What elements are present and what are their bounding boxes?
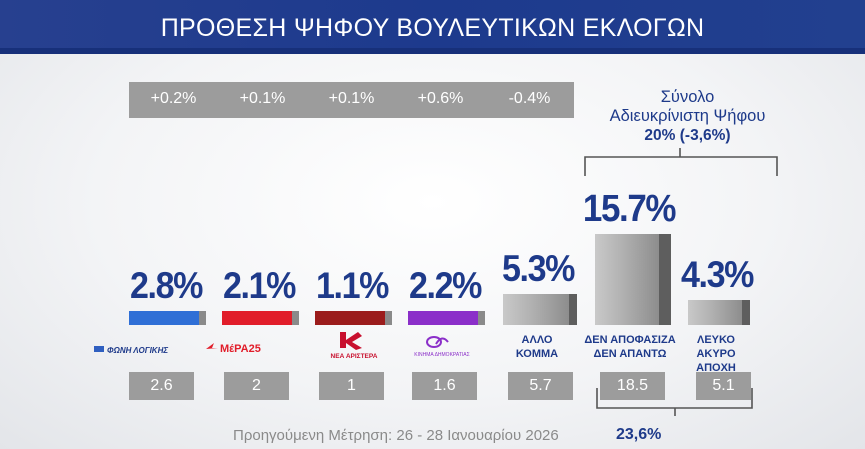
mera25-logo: ΜέΡΑ25 — [204, 339, 294, 357]
mera25-emblem: ΜέΡΑ25 — [206, 343, 261, 355]
category-label-line: ΑΠΟΧΗ — [696, 362, 736, 374]
bar-front — [688, 300, 742, 325]
category-label-line: ΑΛΛΟ — [521, 334, 553, 346]
value-label: 2.1% — [222, 265, 296, 306]
mera25-text: ΜέΡΑ25 — [220, 343, 261, 355]
bar — [688, 300, 750, 325]
bar — [222, 311, 299, 325]
previous-value: 1.6 — [412, 372, 477, 400]
bar-front — [129, 311, 199, 325]
change-value: +0.1% — [328, 90, 375, 107]
change-strip: +0.2% +0.1% +0.1% +0.6% -0.4% — [129, 82, 574, 118]
value-label: 4.3% — [680, 254, 754, 296]
kinima-dimokratias-logo: ΚΙΝΗΜΑ ΔΗΜΟΚΡΑΤΙΑΣ — [412, 332, 472, 360]
category-label-line: ΚΟΜΜΑ — [515, 348, 559, 360]
bar — [595, 233, 671, 325]
value-label: 2.2% — [408, 265, 482, 306]
bar-front — [408, 311, 478, 325]
value-label: 5.3% — [501, 248, 575, 290]
bar-side — [385, 311, 392, 325]
summary-label-line2: Αδιευκρίνιστη Ψήφου — [609, 107, 766, 125]
bar-side — [478, 311, 485, 325]
bar — [408, 311, 485, 325]
header-banner: ΠΡΟΘΕΣΗ ΨΗΦΟΥ ΒΟΥΛΕΥΤΙΚΩΝ ΕΚΛΟΓΩΝ — [0, 0, 865, 54]
kinima-dimokratias-text: ΚΙΝΗΜΑ ΔΗΜΟΚΡΑΤΙΑΣ — [414, 352, 469, 358]
bar — [503, 294, 577, 325]
summary-bracket-top — [584, 148, 778, 176]
previous-value: 2.6 — [129, 372, 194, 400]
previous-value: 1 — [319, 372, 384, 400]
previous-value: 5.7 — [508, 372, 573, 400]
previous-value: 2 — [224, 372, 289, 400]
value-label: 2.8% — [129, 265, 203, 306]
bar-side — [569, 294, 577, 325]
category-label-line: ΛΕΥΚΟ — [696, 334, 735, 346]
bar-side — [742, 300, 750, 325]
foni-logikis-logo: ΦΩΝΗ ΛΟΓΙΚΗΣ — [92, 341, 196, 357]
bar-front — [315, 311, 385, 325]
nea-aristera-emblem: ΝΕΑ ΑΡΙΣΤΕΡΑ — [331, 332, 378, 360]
previous-undecided-total: 23,6% — [616, 426, 662, 443]
bar — [129, 311, 206, 325]
bar-side — [659, 233, 671, 325]
header-underline — [0, 48, 865, 54]
summary-bracket-bottom — [596, 388, 753, 416]
category-label-line: ΔΕΝ ΑΠΑΝΤΩ — [593, 348, 667, 360]
chart-title: ΠΡΟΘΕΣΗ ΨΗΦΟΥ ΒΟΥΛΕΥΤΙΚΩΝ ΕΚΛΟΓΩΝ — [160, 14, 705, 42]
category-label-line: ΑΚΥΡΟ — [696, 348, 736, 360]
previous-measurement-label: Προηγούμενη Μέτρηση: 26 - 28 Ιανουαρίου … — [233, 427, 559, 444]
value-label: 1.1% — [315, 265, 389, 306]
nea-aristera-text: ΝΕΑ ΑΡΙΣΤΕΡΑ — [331, 353, 378, 360]
change-value: -0.4% — [508, 90, 551, 107]
category-label: ΔΕΝ ΑΠΟΦΑΣΙΖΑ ΔΕΝ ΑΠΑΝΤΩ — [577, 333, 683, 361]
category-label: ΛΕΥΚΟ ΑΚΥΡΟ ΑΠΟΧΗ — [670, 333, 762, 375]
previous-value: 5.1 — [696, 372, 751, 400]
change-value: +0.1% — [239, 90, 286, 107]
bar — [315, 311, 392, 325]
category-label-line: ΔΕΝ ΑΠΟΦΑΣΙΖΑ — [584, 334, 676, 346]
bar-side — [292, 311, 299, 325]
change-value: +0.6% — [417, 90, 464, 107]
value-label: 15.7% — [582, 187, 677, 230]
kinima-dimokratias-emblem: ΚΙΝΗΜΑ ΔΗΜΟΚΡΑΤΙΑΣ — [414, 336, 470, 358]
bar-front — [222, 311, 292, 325]
previous-value: 18.5 — [600, 372, 665, 400]
bar-side — [199, 311, 206, 325]
foni-logikis-emblem: ΦΩΝΗ ΛΟΓΙΚΗΣ — [94, 346, 168, 355]
bar-front — [595, 233, 659, 325]
bar-front — [503, 294, 569, 325]
summary-label-line1: Σύνολο — [660, 88, 715, 106]
header-band — [0, 0, 865, 54]
category-label: ΑΛΛΟ ΚΟΜΜΑ — [485, 333, 589, 361]
nea-aristera-logo: ΝΕΑ ΑΡΙΣΤΕΡΑ — [318, 330, 390, 360]
foni-logikis-text: ΦΩΝΗ ΛΟΓΙΚΗΣ — [107, 346, 168, 355]
change-value: +0.2% — [150, 90, 197, 107]
summary-value: 20% (-3,6%) — [644, 127, 731, 144]
